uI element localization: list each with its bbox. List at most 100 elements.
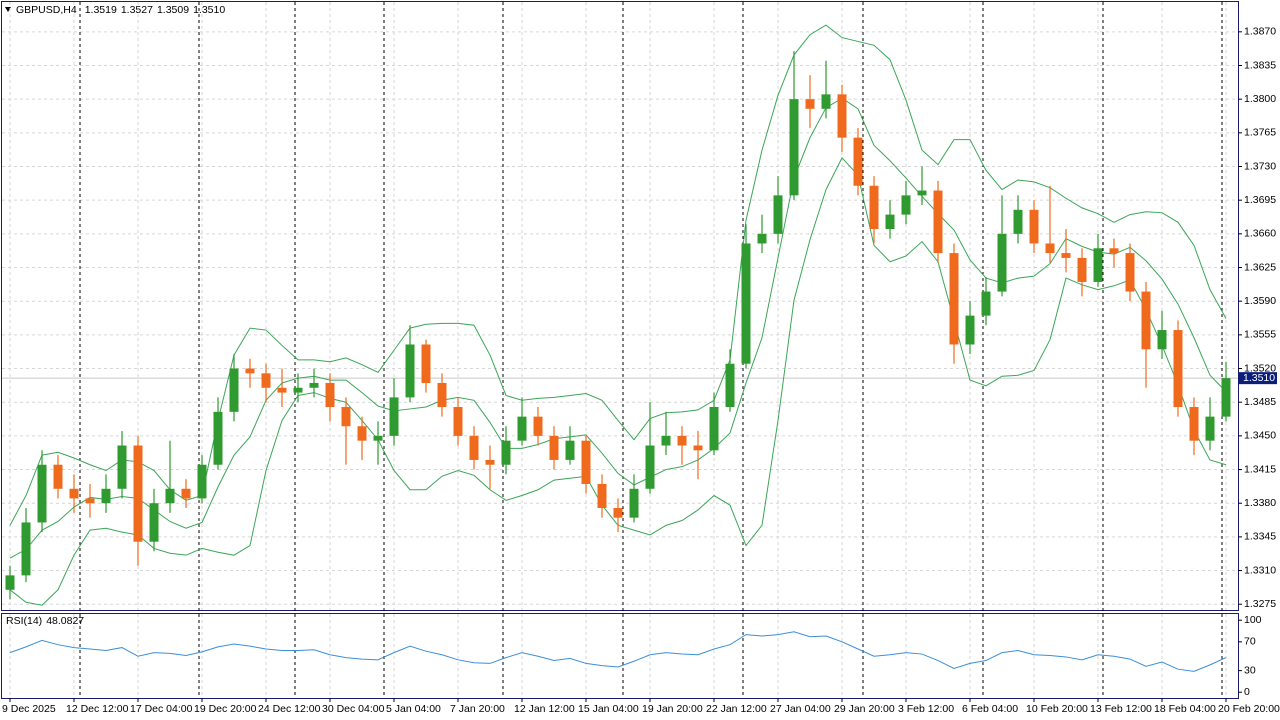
y-tick-label: 1.3835 [1244, 59, 1276, 71]
candle-body [757, 233, 767, 244]
candle-body [1221, 378, 1231, 417]
candle-body [837, 94, 847, 138]
y-tick-label: 1.3555 [1244, 329, 1276, 341]
x-tick-label: 19 Jan 20:00 [642, 703, 703, 715]
candle-body [213, 411, 223, 465]
x-tick-label: 7 Jan 20:00 [450, 703, 505, 715]
header-value: 1.3519 [85, 4, 117, 16]
candle-body [165, 488, 175, 504]
x-tick-label: 6 Feb 04:00 [962, 703, 1018, 715]
candle-body [549, 435, 559, 460]
candle-body [1157, 330, 1167, 350]
x-tick-label: 17 Dec 04:00 [130, 703, 193, 715]
bollinger-lower [9, 156, 1227, 606]
candle-body [869, 185, 879, 230]
candle-body [1061, 253, 1071, 258]
candle-body [853, 137, 863, 186]
candle-body [965, 315, 975, 345]
y-tick-label: 70 [1244, 636, 1256, 648]
y-tick-label: 1.3765 [1244, 127, 1276, 139]
candle-body [741, 243, 751, 364]
candle-body [453, 407, 463, 436]
candle-body [101, 488, 111, 504]
candle-body [1045, 243, 1055, 254]
x-tick-label: 5 Jan 04:00 [386, 703, 441, 715]
x-tick-label: 3 Feb 12:00 [898, 703, 954, 715]
x-tick-label: 10 Feb 20:00 [1026, 703, 1088, 715]
candle-body [293, 387, 303, 393]
candle-body [709, 407, 719, 451]
candle-body [901, 195, 911, 215]
candle-body [997, 233, 1007, 292]
candle-body [325, 382, 335, 408]
candle-body [821, 94, 831, 109]
x-tick-label: 24 Dec 12:00 [258, 703, 321, 715]
y-tick-label: 0 [1244, 686, 1250, 698]
bollinger-middle [9, 97, 1227, 559]
candle-body [501, 440, 511, 465]
bollinger-upper [9, 24, 1227, 526]
candle-body [597, 483, 607, 509]
y-tick-label: 1.3695 [1244, 194, 1276, 206]
candle-body [261, 373, 271, 388]
candle-body [693, 445, 703, 451]
candle-body [1173, 330, 1183, 408]
candle-body [1109, 248, 1119, 254]
candle-body [1013, 209, 1023, 234]
candle-body [469, 435, 479, 460]
x-tick-label: 12 Jan 12:00 [514, 703, 575, 715]
y-tick-label: 1.3660 [1244, 228, 1276, 240]
candle-body [613, 508, 623, 518]
rsi-panel-border [1, 613, 1239, 699]
y-tick-label: 1.3450 [1244, 430, 1276, 442]
candle-body [149, 503, 159, 542]
candle-body [805, 99, 815, 109]
candle-body [21, 522, 31, 576]
header-value: 1.3527 [121, 4, 153, 16]
rsi-current: 48.0827 [46, 615, 84, 627]
candle-body [1077, 257, 1087, 282]
header-value: 1.3509 [157, 4, 189, 16]
y-tick-label: 1.3870 [1244, 26, 1276, 38]
header-value: 1.3510 [193, 4, 225, 16]
candle-body [37, 464, 47, 523]
y-tick-label: 1.3800 [1244, 93, 1276, 105]
candle-body [1125, 253, 1135, 292]
candle-body [197, 464, 207, 499]
candle-body [437, 382, 447, 408]
rsi-line [9, 631, 1227, 672]
candle-body [277, 387, 287, 393]
x-tick-label: 20 Feb 20:00 [1218, 703, 1280, 715]
y-tick-label: 1.3380 [1244, 497, 1276, 509]
candle-body [245, 368, 255, 374]
candle-body [981, 291, 991, 316]
candle-body [373, 435, 383, 441]
x-tick-label: 27 Jan 04:00 [770, 703, 831, 715]
x-tick-label: 29 Jan 20:00 [834, 703, 895, 715]
candle-body [1189, 407, 1199, 441]
y-tick-label: 1.3625 [1244, 261, 1276, 273]
y-tick-label: 1.3415 [1244, 463, 1276, 475]
candle-body [309, 382, 319, 388]
candle-body [661, 435, 671, 446]
candle-body [1205, 416, 1215, 441]
candle-body [85, 498, 95, 504]
candle-body [629, 488, 639, 518]
candle-body [341, 407, 351, 427]
candle-body [565, 440, 575, 460]
candle-body [1093, 248, 1103, 282]
last-price-tag [1239, 372, 1277, 385]
y-tick-label: 1.3310 [1244, 564, 1276, 576]
last-price-label: 1.3510 [1243, 372, 1275, 384]
candle-body [485, 459, 495, 465]
chart-title: GBPUSD,H4 [16, 4, 77, 16]
candle-body [69, 488, 79, 499]
candle-body [773, 195, 783, 234]
candle-body [5, 575, 15, 590]
y-tick-label: 30 [1244, 664, 1256, 676]
x-tick-label: 18 Feb 04:00 [1154, 703, 1216, 715]
x-tick-label: 15 Jan 04:00 [578, 703, 639, 715]
candle-body [949, 253, 959, 345]
y-tick-label: 1.3345 [1244, 531, 1276, 543]
candle-body [725, 363, 735, 408]
